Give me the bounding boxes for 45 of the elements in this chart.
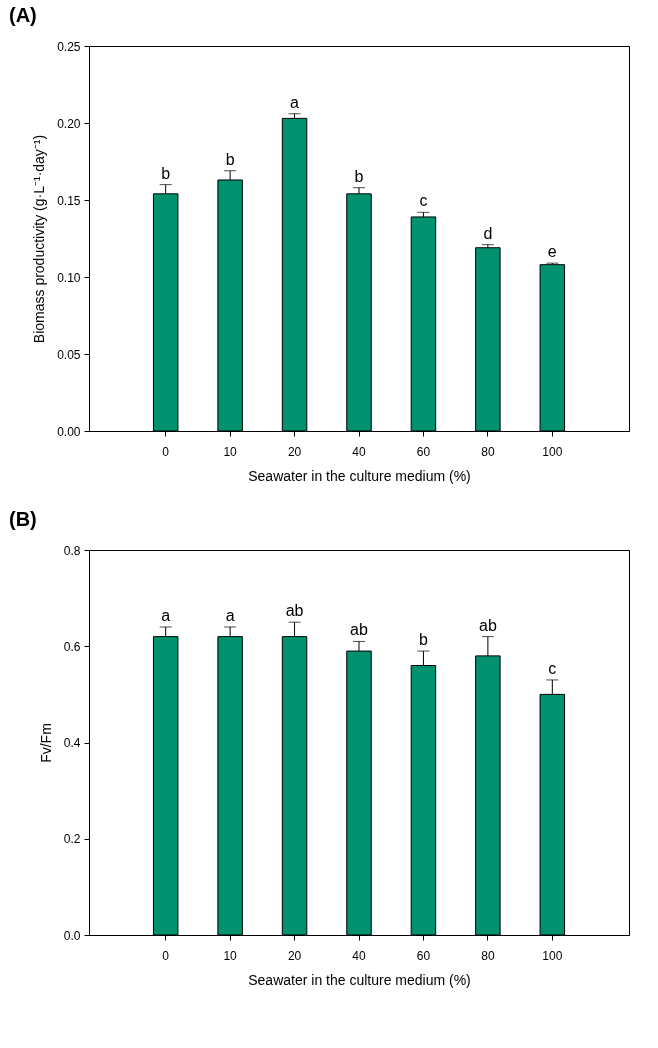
annotation: b (354, 167, 364, 185)
y-tick-label: 0.20 (57, 116, 81, 131)
x-tick-label: 20 (287, 948, 302, 963)
y-tick-label: 0.15 (57, 193, 81, 208)
y-tick-label: 0.2 (63, 832, 81, 847)
chart-title: (B) (9, 508, 37, 530)
annotation: b (161, 164, 171, 182)
x-axis-title: Seawater in the culture medium (%) (248, 971, 471, 988)
y-tick-label: 0.05 (57, 347, 81, 362)
annotation: ab (478, 616, 497, 634)
annotation: ab (350, 621, 368, 639)
annotation: e (547, 243, 557, 261)
x-tick-label: 0 (162, 948, 170, 963)
annotation: a (161, 607, 171, 624)
chart-title: (A) (9, 4, 37, 26)
x-tick-label: 80 (481, 444, 495, 459)
annotation: a (290, 93, 300, 111)
x-tick-label: 40 (352, 948, 366, 963)
y-tick-label: 0.00 (57, 424, 81, 439)
y-tick-label: 0.10 (57, 270, 81, 285)
x-tick-label: 60 (416, 948, 431, 963)
y-tick-label: 0.4 (63, 736, 81, 750)
x-tick-label: 10 (223, 948, 238, 963)
x-tick-label: 100 (542, 444, 563, 459)
annotation: a (225, 607, 235, 624)
x-tick-label: 60 (416, 444, 431, 459)
y-tick-label: 0.8 (63, 543, 81, 558)
y-tick-label: 0.6 (63, 639, 81, 654)
y-axis-title: Biomass productivity (g·L⁻¹·day⁻¹) (31, 134, 48, 344)
annotation: d (483, 224, 493, 242)
x-axis-title: Seawater in the culture medium (%) (248, 467, 471, 484)
x-tick-label: 0 (162, 444, 170, 459)
x-tick-label: 100 (542, 948, 563, 963)
annotation: b (418, 631, 428, 649)
x-tick-label: 20 (287, 444, 302, 459)
x-tick-label: 40 (352, 444, 366, 459)
annotation: ab (285, 602, 304, 620)
y-axis-title: Fv/Fm (37, 723, 54, 763)
annotation: c (419, 192, 428, 210)
y-tick-label: 0.0 (63, 928, 81, 943)
x-tick-label: 10 (223, 444, 238, 459)
x-tick-label: 80 (481, 948, 495, 963)
annotation: b (225, 150, 235, 168)
annotation: c (548, 659, 557, 677)
y-tick-label: 0.25 (57, 39, 81, 54)
